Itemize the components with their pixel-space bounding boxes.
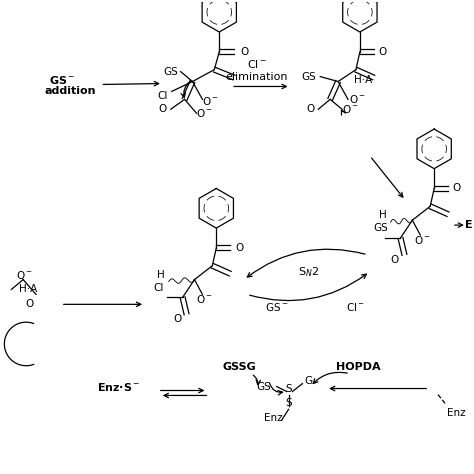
Text: H: H — [379, 210, 386, 220]
Text: O: O — [173, 314, 182, 324]
Text: GS$^-$: GS$^-$ — [49, 73, 75, 85]
Text: O: O — [306, 104, 314, 114]
Text: Enz: Enz — [447, 408, 465, 418]
Text: O: O — [159, 104, 167, 114]
Text: H: H — [157, 270, 164, 280]
Text: Cl: Cl — [158, 91, 168, 101]
Text: O$^-$: O$^-$ — [349, 93, 366, 105]
Text: Cl: Cl — [154, 283, 164, 292]
Text: addition: addition — [45, 86, 97, 96]
Text: GS: GS — [256, 382, 271, 392]
Text: HOPDA: HOPDA — [336, 362, 380, 372]
Text: O$^-$: O$^-$ — [343, 103, 359, 115]
Text: E: E — [465, 220, 473, 230]
Text: GS$^-$: GS$^-$ — [265, 301, 288, 313]
Text: O$^-$: O$^-$ — [202, 95, 219, 107]
Text: Cl$^-$: Cl$^-$ — [247, 58, 267, 70]
Text: H·A: H·A — [354, 74, 372, 84]
Text: O: O — [391, 255, 399, 265]
Text: H·A: H·A — [19, 284, 37, 294]
Text: O: O — [25, 300, 33, 310]
Text: GS: GS — [164, 67, 178, 77]
Text: O$^-$: O$^-$ — [196, 107, 213, 119]
Text: elimination: elimination — [226, 72, 288, 82]
Text: O: O — [240, 47, 248, 57]
Text: O$^-$: O$^-$ — [196, 293, 213, 305]
Text: Enz: Enz — [264, 413, 283, 423]
Text: S: S — [285, 398, 292, 409]
Text: O$^-$: O$^-$ — [414, 234, 431, 246]
Text: GS: GS — [301, 72, 316, 82]
Text: O: O — [379, 47, 387, 57]
Text: G: G — [304, 375, 312, 385]
Text: GS: GS — [374, 223, 388, 233]
Text: S: S — [285, 383, 292, 393]
Text: S$_N$2: S$_N$2 — [298, 265, 319, 279]
Text: O: O — [453, 183, 461, 193]
Text: O$^-$: O$^-$ — [16, 269, 33, 281]
Text: Cl$^-$: Cl$^-$ — [346, 301, 365, 313]
Text: O: O — [235, 243, 243, 253]
Text: GSSG: GSSG — [222, 362, 256, 372]
Text: Enz·S$^-$: Enz·S$^-$ — [97, 381, 140, 392]
